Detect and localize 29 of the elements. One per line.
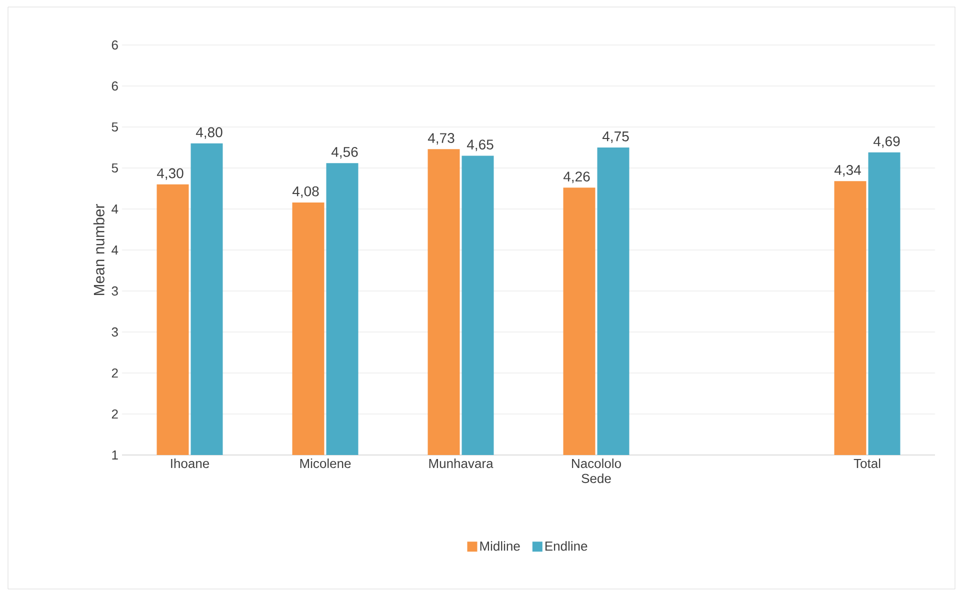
legend-label: Midline (480, 541, 520, 551)
legend-label: Endline (545, 541, 588, 551)
data-label: 4,08 (292, 186, 319, 198)
data-label: 4,65 (466, 140, 494, 152)
x-tick-label: Ihoane (171, 458, 210, 468)
y-tick-label: 3 (112, 327, 118, 337)
data-label: 4,34 (834, 165, 861, 177)
y-tick-label: 2 (112, 368, 118, 378)
y-tick-label: 4 (112, 204, 118, 214)
y-tick-label: 4 (112, 246, 118, 254)
data-label: 4,75 (602, 132, 629, 143)
y-tick-label: 2 (112, 409, 118, 419)
data-label: 4,69 (873, 136, 900, 148)
data-label: 4,30 (156, 168, 184, 180)
data-label: 4,80 (196, 127, 222, 139)
y-axis-title: Mean number (93, 204, 104, 296)
data-label: 4,73 (428, 133, 454, 145)
y-tick-label: 1 (112, 450, 118, 460)
data-label: 4,26 (563, 172, 590, 184)
y-tick-label: 5 (112, 163, 118, 173)
y-tick-label: 6 (112, 40, 118, 50)
x-tick-label: Micolene (300, 458, 351, 468)
x-tick-label: Munhavara (429, 458, 494, 468)
x-tick-label: Nacololo Sede (572, 458, 621, 484)
y-tick-label: 5 (112, 122, 118, 132)
x-tick-label: Total (854, 458, 880, 468)
data-label: 4,56 (331, 146, 358, 159)
y-tick-label: 6 (112, 81, 118, 91)
y-tick-label: 3 (112, 286, 118, 296)
